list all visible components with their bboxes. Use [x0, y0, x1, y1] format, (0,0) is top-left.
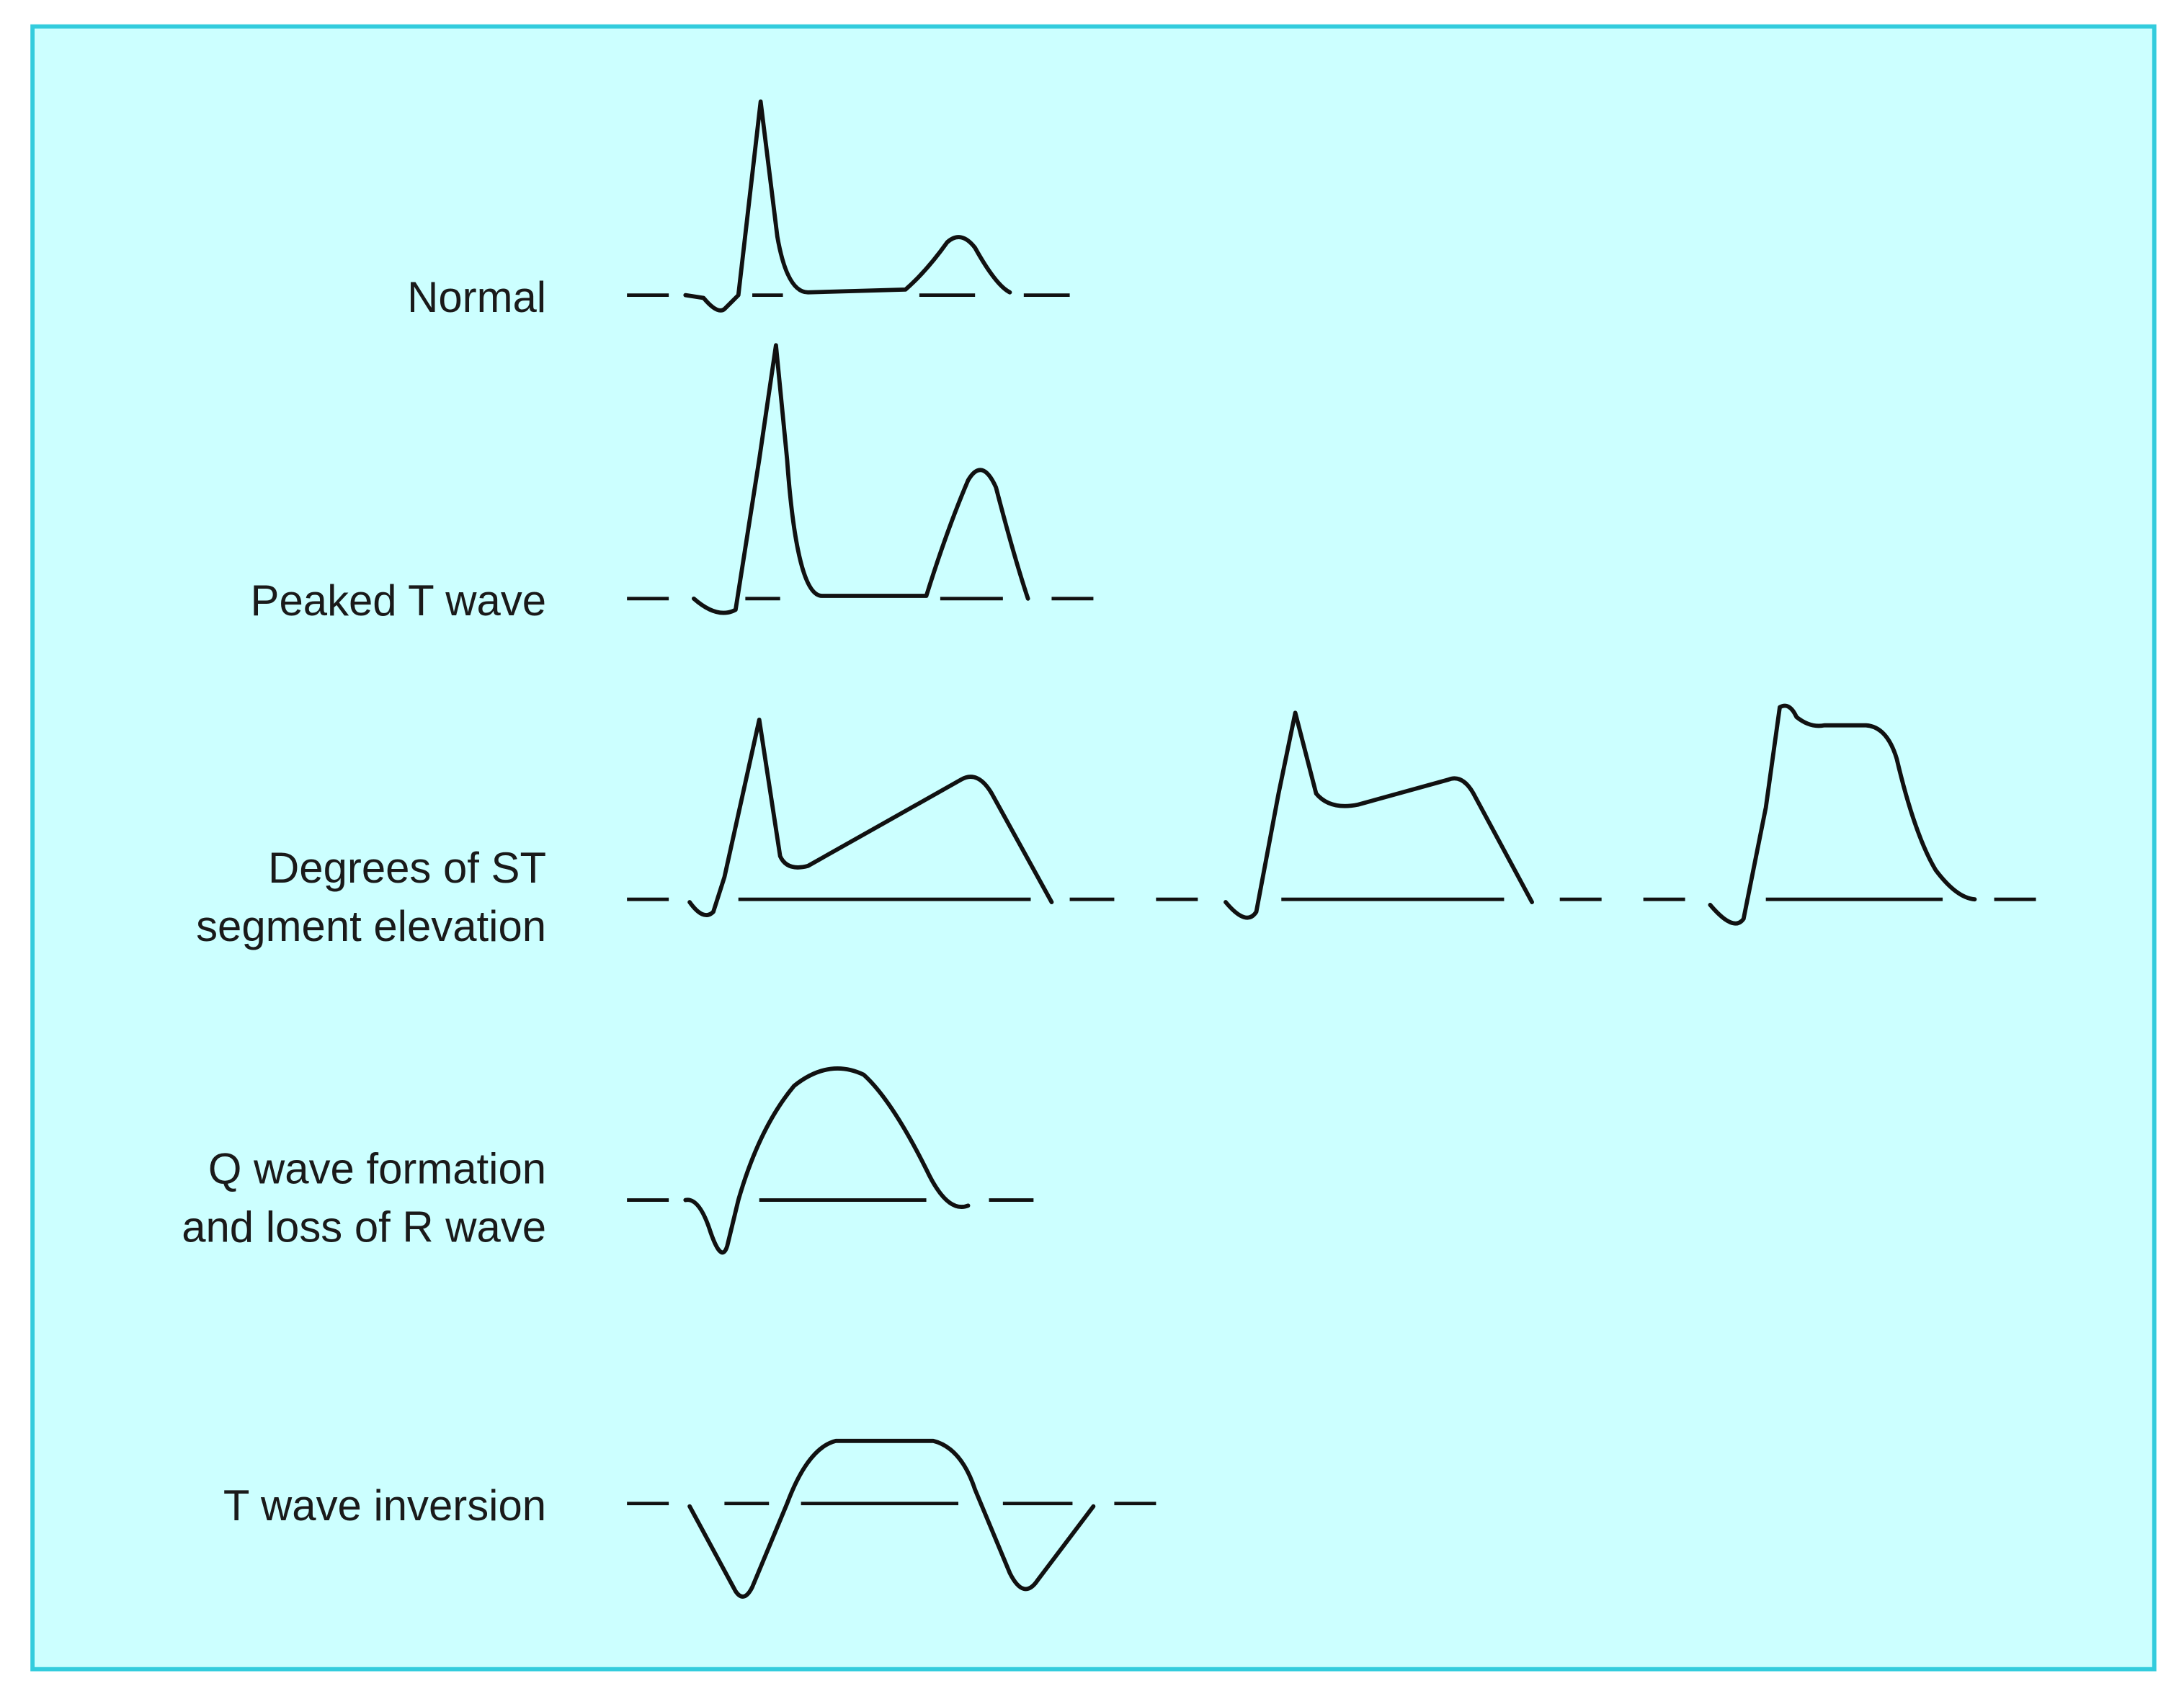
waveform-peaked-t	[627, 343, 1094, 615]
label-line: Peaked T wave	[251, 576, 547, 625]
panel	[30, 24, 2157, 1672]
row-label: Degrees of ST segment elevation	[196, 844, 546, 950]
ecg-trace	[683, 1066, 971, 1255]
waveform-q-wave	[627, 1066, 1034, 1255]
row-label: Peaked T wave	[251, 576, 547, 625]
waveform-t-inversion	[627, 1438, 1156, 1599]
label-line: segment elevation	[196, 902, 546, 950]
label-line: and loss of R wave	[182, 1203, 546, 1252]
row-label: Normal	[407, 273, 546, 321]
ecg-trace	[1708, 703, 1977, 926]
waveform-normal	[627, 99, 1070, 313]
ecg-trace	[687, 1438, 1096, 1599]
ecg-trace	[1224, 710, 1534, 920]
label-line: Q wave formation	[208, 1144, 546, 1192]
row-label: T wave inversion	[223, 1481, 546, 1530]
label-line: T wave inversion	[223, 1481, 546, 1530]
ecg-trace	[683, 99, 1012, 313]
label-line: Degrees of ST	[268, 844, 546, 892]
ecg-trace	[687, 718, 1054, 917]
row-label: Q wave formation and loss of R wave	[182, 1144, 546, 1251]
label-line: Normal	[407, 273, 546, 321]
labels: Normal Peaked T wave Degrees of ST segmen…	[182, 273, 546, 1530]
ecg-trace	[691, 343, 1030, 615]
waveform-st-elevation	[627, 703, 2036, 926]
